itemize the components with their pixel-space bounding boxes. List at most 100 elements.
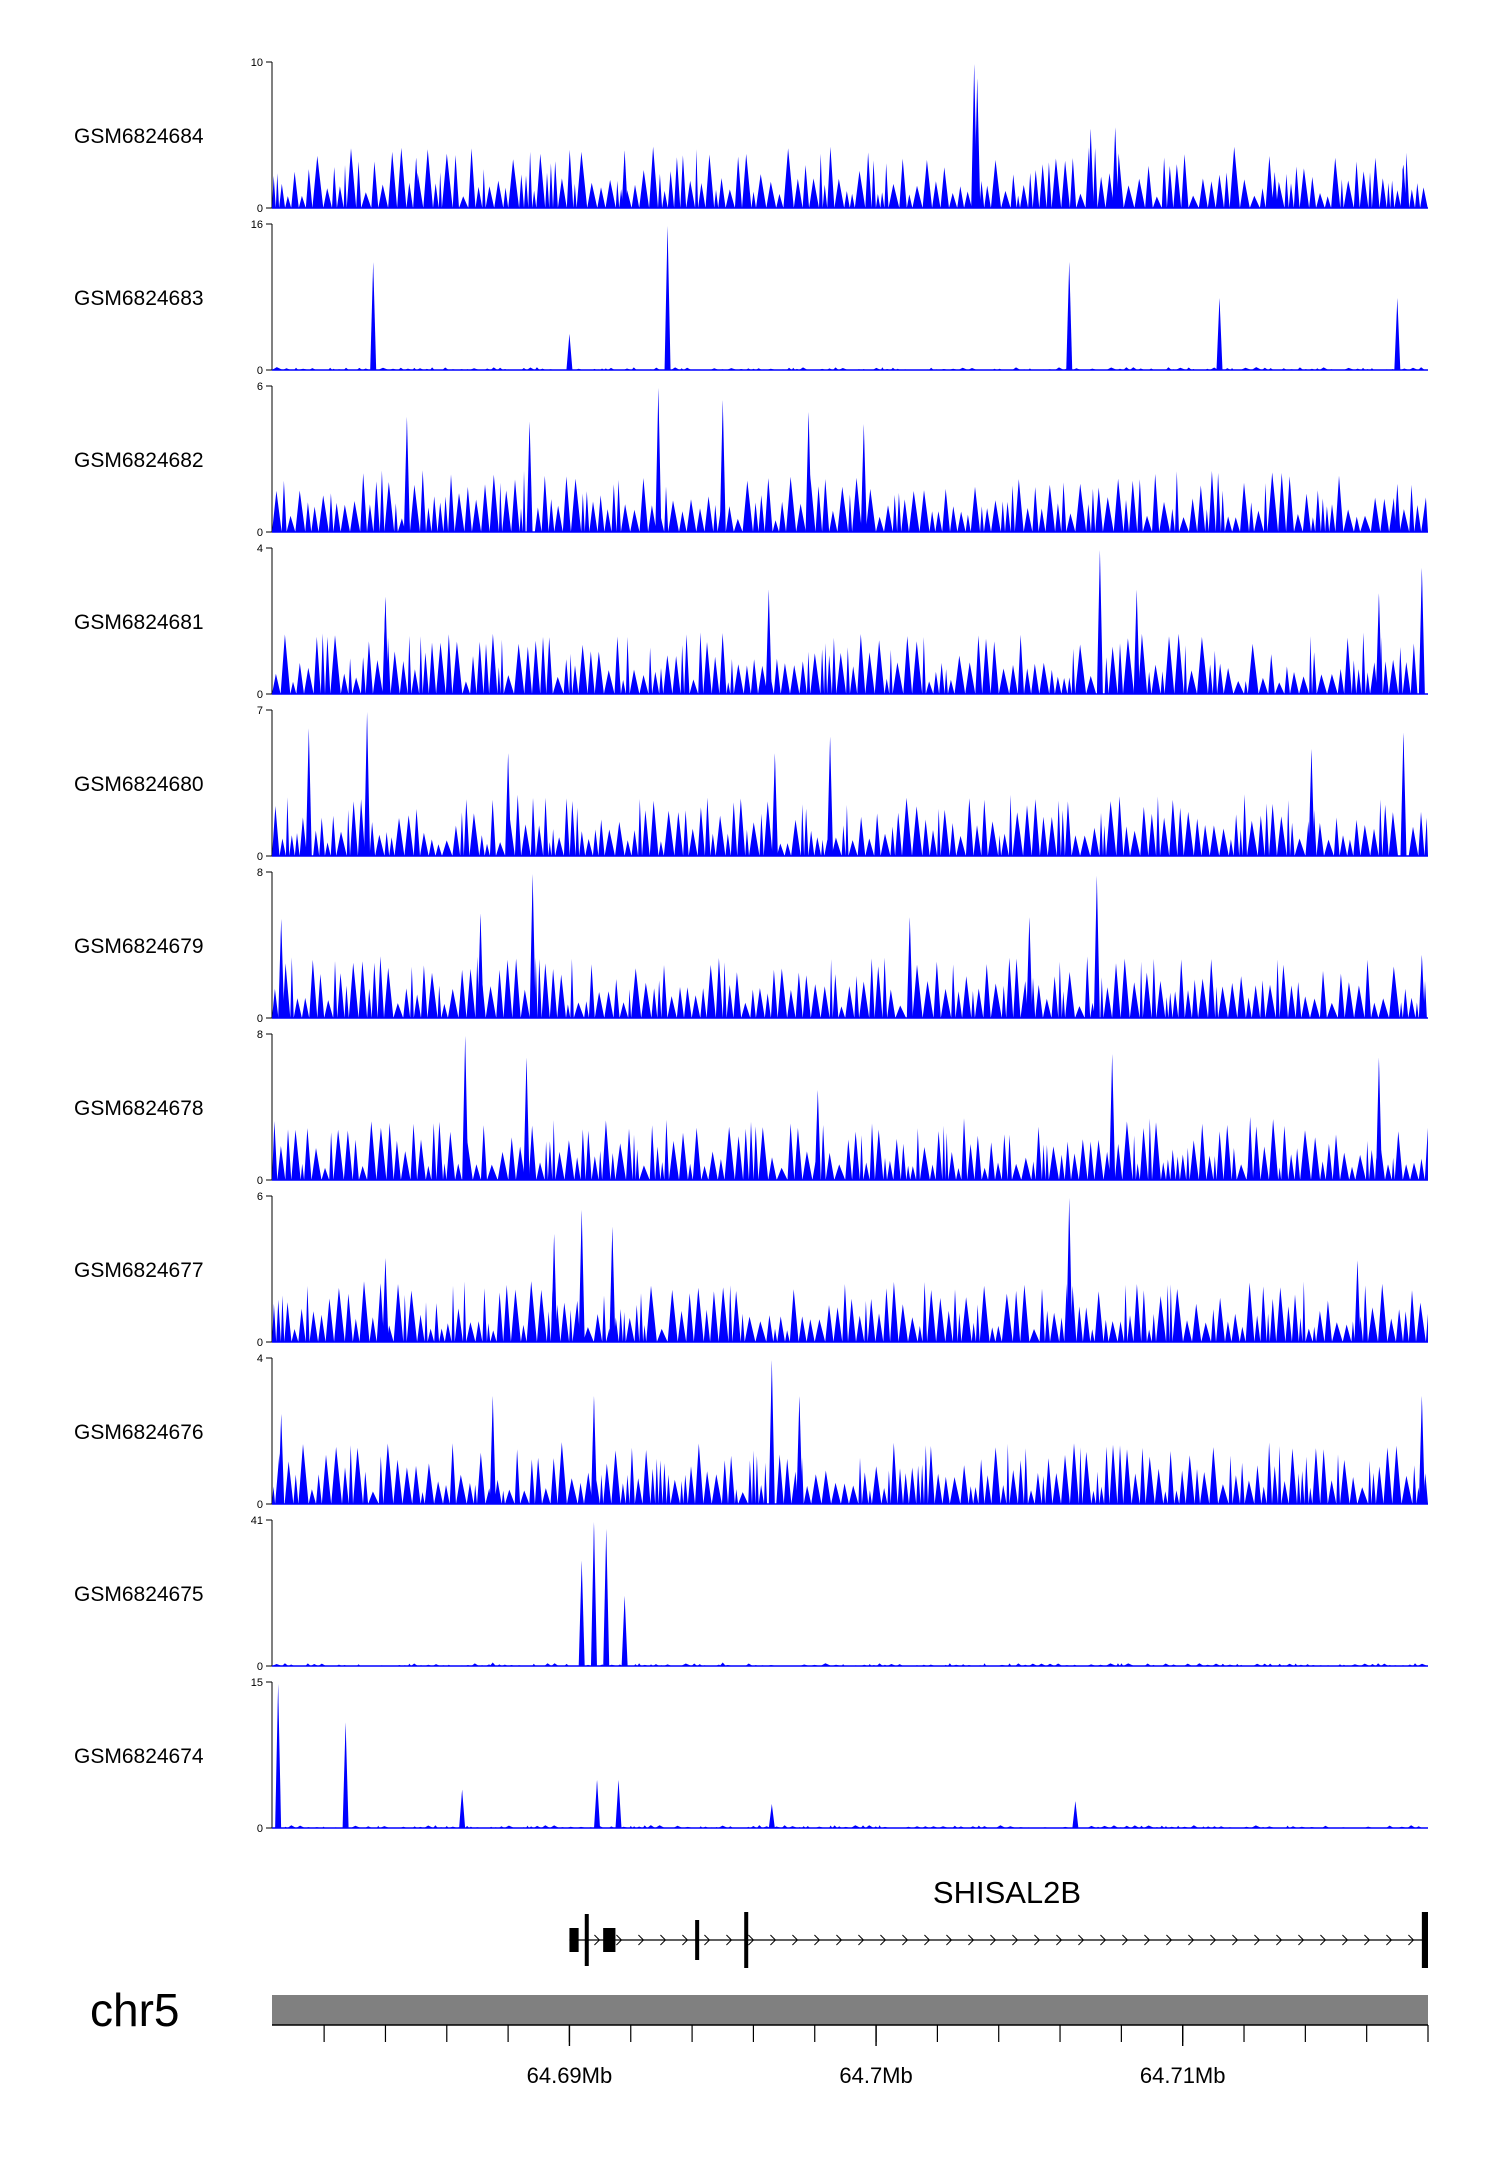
signal-peak <box>827 736 834 856</box>
signal-peak <box>1394 484 1401 532</box>
strand-arrow-icon <box>748 1934 755 1946</box>
track-label: GSM6824680 <box>74 773 204 796</box>
signal-peak <box>590 1396 597 1504</box>
track-label: GSM6824679 <box>74 935 204 958</box>
signal-area <box>272 550 1428 694</box>
signal-peak <box>860 424 867 532</box>
strand-arrow-icon <box>1276 1934 1283 1946</box>
y-axis-min-label: 0 <box>257 1823 263 1835</box>
track-GSM6824678: GSM6824678 8 0 <box>74 1029 1428 1187</box>
signal-peak <box>590 1522 597 1666</box>
track-label: GSM6824676 <box>74 1421 204 1444</box>
signal-peak <box>477 913 484 1018</box>
y-axis-min-label: 0 <box>257 1499 263 1511</box>
signal-peak <box>719 1662 726 1666</box>
signal-peak <box>1072 1801 1079 1828</box>
track-GSM6824682: GSM6824682 6 0 <box>74 381 1428 539</box>
signal-peak <box>805 412 812 532</box>
signal-peak <box>1375 593 1382 694</box>
signal-peak <box>603 1529 610 1666</box>
signal-peak <box>505 753 512 856</box>
signal-peak <box>566 334 573 370</box>
track-label: GSM6824681 <box>74 611 204 634</box>
signal-peak <box>609 1226 616 1342</box>
track-GSM6824675: GSM6824675 41 0 <box>74 1515 1428 1673</box>
strand-arrow-icon <box>1012 1934 1019 1946</box>
strand-arrow-icon <box>924 1934 931 1946</box>
gene-exon <box>584 1914 589 1966</box>
signal-peak <box>768 1360 775 1504</box>
signal-area <box>272 388 1428 532</box>
y-axis-max-label: 8 <box>257 867 263 879</box>
signal-peak <box>342 1722 349 1828</box>
strand-arrow-icon <box>1122 1934 1129 1946</box>
gene-exon <box>569 1928 579 1952</box>
strand-arrow-icon <box>594 1934 601 1946</box>
track-label: GSM6824677 <box>74 1259 204 1282</box>
strand-arrow-icon <box>792 1934 799 1946</box>
strand-arrow-icon <box>880 1934 887 1946</box>
strand-arrow-icon <box>1188 1934 1195 1946</box>
track-label: GSM6824682 <box>74 449 204 472</box>
signal-tracks: GSM6824684100GSM6824683160GSM682468260GS… <box>74 57 1428 1835</box>
y-axis-min-label: 0 <box>257 851 263 863</box>
strand-arrow-icon <box>836 1934 843 1946</box>
strand-arrow-icon <box>814 1934 821 1946</box>
strand-arrow-icon <box>1386 1934 1393 1946</box>
y-axis-min-label: 0 <box>257 527 263 539</box>
strand-arrow-icon <box>660 1934 667 1946</box>
track-GSM6824679: GSM6824679 8 0 <box>74 867 1428 1025</box>
gene-track: SHISAL2B <box>569 1875 1428 1968</box>
gene-exon <box>695 1920 700 1960</box>
signal-area <box>272 1198 1428 1342</box>
y-axis-max-label: 10 <box>251 57 263 69</box>
track-GSM6824676: GSM6824676 4 0 <box>74 1353 1428 1511</box>
track-label: GSM6824684 <box>74 125 204 148</box>
track-label: GSM6824675 <box>74 1583 204 1606</box>
strand-arrow-icon <box>902 1934 909 1946</box>
track-GSM6824681: GSM6824681 4 0 <box>74 543 1428 701</box>
signal-peak <box>275 1684 282 1828</box>
signal-peak <box>370 262 377 370</box>
strand-arrow-icon <box>1078 1934 1085 1946</box>
strand-arrow-icon <box>638 1934 645 1946</box>
signal-peak <box>1026 917 1033 1018</box>
signal-peak <box>1375 1057 1382 1180</box>
signal-peak <box>489 1662 496 1666</box>
signal-peak <box>771 753 778 856</box>
y-axis-max-label: 6 <box>257 381 263 393</box>
gene-exon <box>1421 1912 1428 1968</box>
signal-peak <box>664 226 671 370</box>
signal-peak <box>1418 955 1425 1018</box>
signal-peak <box>364 712 371 856</box>
x-axis-tick-label: 64.69Mb <box>527 2063 613 2088</box>
strand-arrow-icon <box>1166 1934 1173 1946</box>
signal-peak <box>1354 1260 1361 1342</box>
signal-peak <box>1394 298 1401 370</box>
signal-peak <box>1308 749 1315 856</box>
track-GSM6824674: GSM6824674 15 0 <box>74 1677 1428 1835</box>
strand-arrow-icon <box>990 1934 997 1946</box>
y-axis-min-label: 0 <box>257 1337 263 1349</box>
chromosome-label: chr5 <box>90 1984 179 2036</box>
y-axis-max-label: 8 <box>257 1029 263 1041</box>
signal-area <box>272 64 1428 208</box>
y-axis-max-label: 15 <box>251 1677 263 1689</box>
strand-arrow-icon <box>1408 1934 1415 1946</box>
track-GSM6824677: GSM6824677 6 0 <box>74 1191 1428 1349</box>
signal-peak <box>1112 127 1119 208</box>
gene-exon <box>603 1928 616 1952</box>
strand-arrow-icon <box>1320 1934 1327 1946</box>
y-axis-max-label: 16 <box>251 219 263 231</box>
strand-arrow-icon <box>1034 1934 1041 1946</box>
signal-peak <box>1418 1396 1425 1504</box>
strand-arrow-icon <box>616 1934 623 1946</box>
y-axis-max-label: 4 <box>257 543 263 555</box>
signal-peak <box>413 157 420 208</box>
signal-area <box>272 1360 1428 1504</box>
strand-arrow-icon <box>1144 1934 1151 1946</box>
signal-area <box>272 712 1428 856</box>
strand-arrow-icon <box>704 1934 711 1946</box>
signal-peak <box>1400 164 1407 208</box>
